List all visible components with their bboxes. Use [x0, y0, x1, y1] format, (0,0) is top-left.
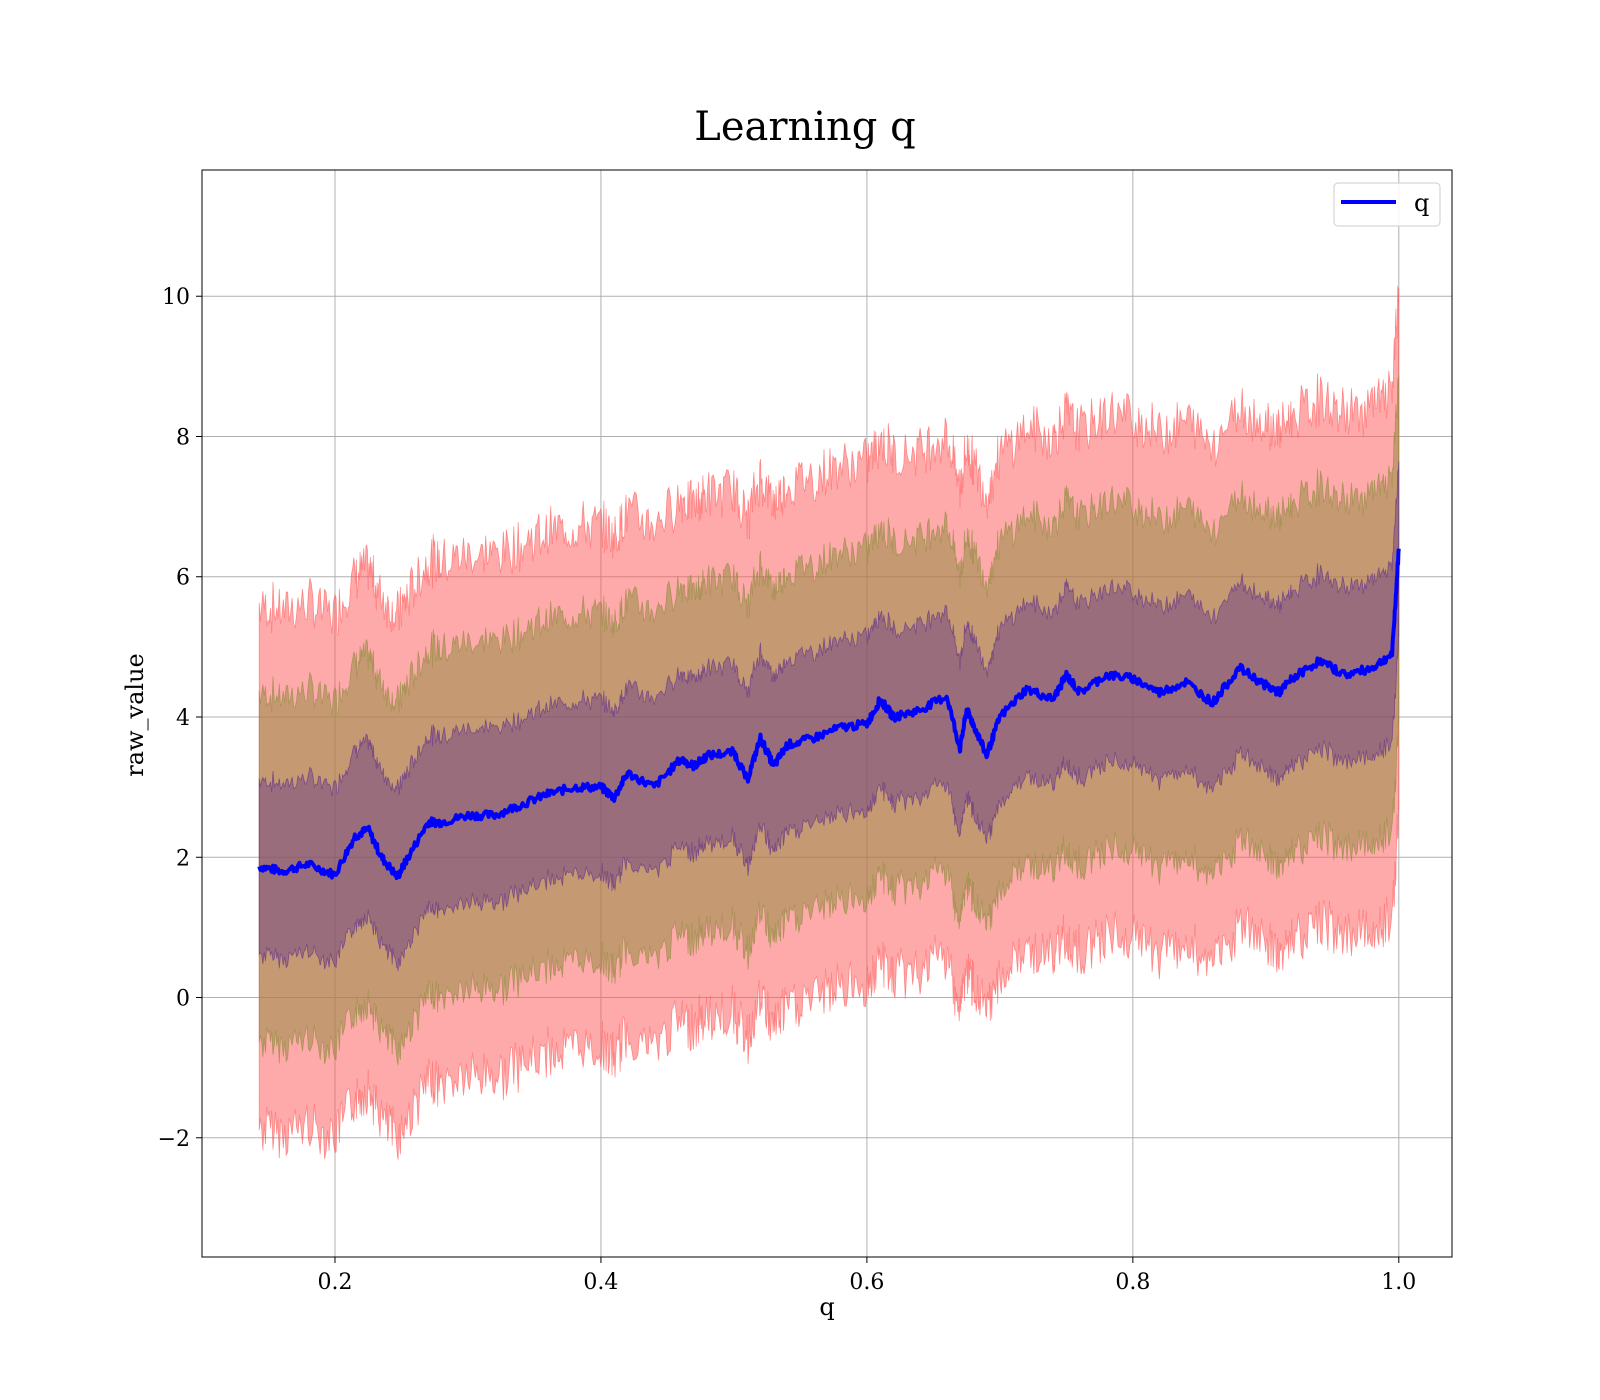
y-tick-label: 2	[176, 846, 190, 871]
legend: q	[1333, 182, 1441, 227]
chart-title: Learning q	[694, 104, 915, 150]
confidence-bands	[258, 285, 1400, 1160]
y-tick-label: 8	[176, 425, 190, 450]
confidence-band	[258, 461, 1400, 972]
legend-box	[1333, 182, 1441, 227]
series-line-q	[257, 548, 1401, 881]
series-lines	[257, 548, 1401, 881]
legend-label: q	[1414, 189, 1429, 217]
y-tick-label: 0	[176, 987, 190, 1012]
x-axis-label: q	[819, 1293, 834, 1321]
plot-frame	[201, 169, 1453, 1258]
x-tick-label: 0.8	[1115, 1270, 1150, 1295]
axis-ticks: 0.2 0.4 0.6 0.8 1.0 −2 0 2 4 6 8 10	[158, 285, 1417, 1295]
y-tick-label: 4	[176, 706, 190, 731]
x-tick-label: 0.2	[317, 1270, 352, 1295]
x-tick-label: 1.0	[1381, 1270, 1416, 1295]
x-tick-label: 0.6	[849, 1270, 884, 1295]
y-tick-label: −2	[158, 1127, 190, 1152]
y-axis-label: raw_value	[121, 653, 149, 777]
y-tick-label: 10	[162, 285, 190, 310]
confidence-band	[258, 374, 1400, 1066]
x-tick-label: 0.4	[583, 1270, 618, 1295]
y-tick-label: 6	[176, 566, 190, 591]
